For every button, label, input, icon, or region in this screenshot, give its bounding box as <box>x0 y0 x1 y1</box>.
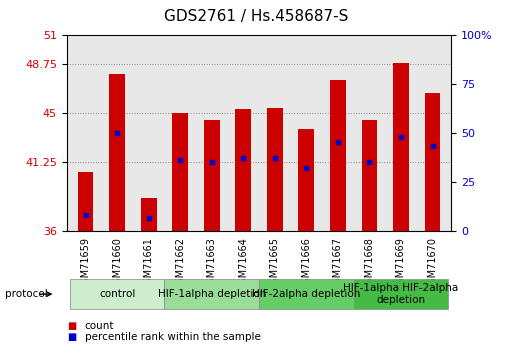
Bar <box>362 120 378 231</box>
Bar <box>330 80 346 231</box>
Text: HIF-1alpha depletion: HIF-1alpha depletion <box>157 289 266 299</box>
Text: GDS2761 / Hs.458687-S: GDS2761 / Hs.458687-S <box>164 9 349 23</box>
Bar <box>425 93 440 231</box>
Text: HIF-1alpha HIF-2alpha
depletion: HIF-1alpha HIF-2alpha depletion <box>343 283 459 305</box>
Bar <box>235 109 251 231</box>
Text: HIF-2alpha depletion: HIF-2alpha depletion <box>252 289 361 299</box>
Text: ■: ■ <box>67 321 76 331</box>
Text: protocol: protocol <box>5 289 48 299</box>
Text: control: control <box>99 289 135 299</box>
Bar <box>267 108 283 231</box>
Bar <box>78 172 93 231</box>
Bar <box>204 120 220 231</box>
Text: ■: ■ <box>67 333 76 342</box>
Bar <box>141 198 156 231</box>
Text: count: count <box>85 321 114 331</box>
Bar <box>299 129 314 231</box>
Bar <box>109 74 125 231</box>
Bar <box>393 63 409 231</box>
Bar <box>172 113 188 231</box>
Text: percentile rank within the sample: percentile rank within the sample <box>85 333 261 342</box>
